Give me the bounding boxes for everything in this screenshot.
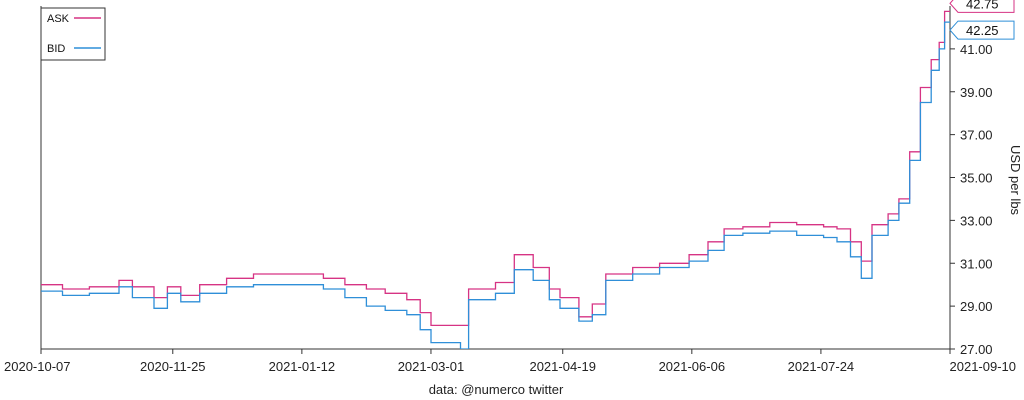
y-tick-label: 35.00 [960, 171, 993, 186]
x-tick-label: 2021-04-19 [529, 359, 596, 374]
legend-label-bid: BID [47, 43, 65, 55]
x-tick-label: 2020-11-25 [140, 359, 206, 374]
x-tick-label: 2020-10-07 [4, 359, 71, 374]
x-ticks: 2020-10-07 2020-11-25 2021-01-12 2021-03-01… [4, 349, 1016, 374]
y-tick-label: 39.00 [960, 85, 993, 100]
y-axis-title: USD per lbs [1008, 145, 1023, 216]
last-value-label-bid: 42.25 [966, 23, 999, 38]
x-tick-label: 2021-06-06 [659, 359, 726, 374]
y-tick-label: 27.00 [960, 342, 993, 357]
y-tick-label: 31.00 [960, 256, 993, 271]
legend-label-ask: ASK [47, 13, 70, 25]
legend-box [40, 7, 106, 61]
y-tick-label: 37.00 [960, 128, 993, 143]
x-tick-label: 2021-01-12 [269, 359, 336, 374]
y-tick-label: 33.00 [960, 213, 993, 228]
last-value-label-ask: 42.75 [966, 0, 999, 11]
x-tick-label: 2021-03-01 [398, 359, 465, 374]
y-tick-label: 29.00 [960, 299, 993, 314]
last-value-flag-ask [949, 0, 1015, 13]
legend: ASK BID [40, 7, 106, 61]
series-layer [41, 10, 950, 349]
series-line-ask [41, 10, 950, 327]
x-tick-label: 2021-07-24 [788, 359, 855, 374]
series-line-bid [41, 21, 950, 349]
x-tick-label: 2021-09-10 [950, 359, 1017, 374]
last-value-flag-bid [949, 20, 1015, 40]
y-ticks: 27.00 29.00 31.00 33.00 35.00 37.00 39.00 41.00 [950, 42, 993, 357]
x-axis-title: data: @numerco twitter [429, 382, 564, 397]
y-tick-label: 41.00 [960, 42, 993, 57]
last-value-flags: 42.75 42.25 [949, 0, 1015, 40]
